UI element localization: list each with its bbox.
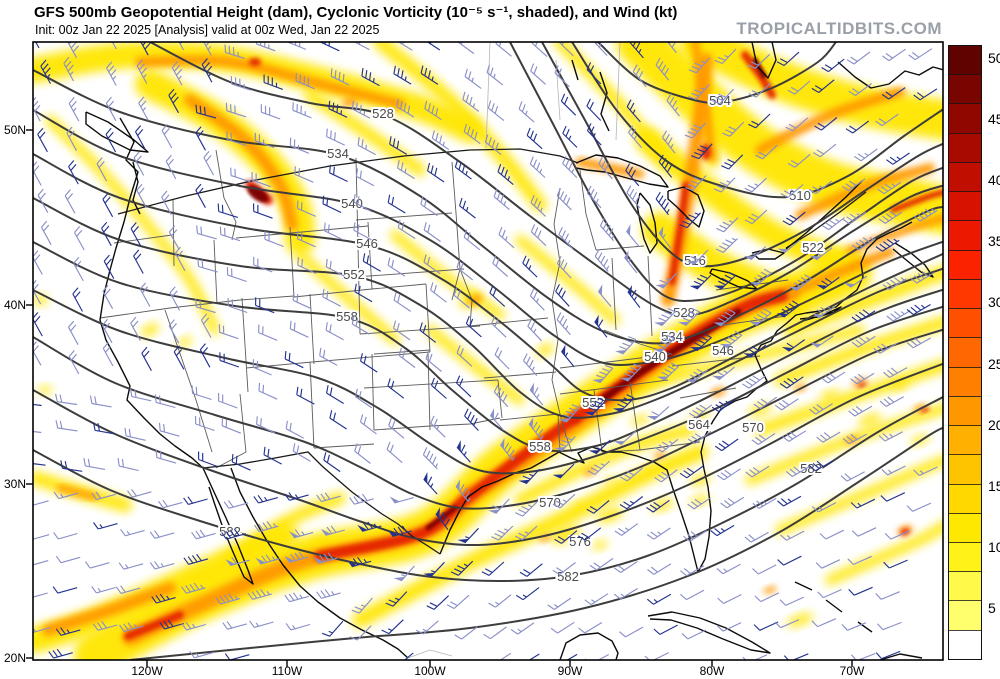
svg-text:540: 540 (341, 196, 363, 211)
colorbar-segment (949, 249, 981, 279)
lat-tick-label: 20N (4, 651, 27, 665)
colorbar-segment (949, 512, 981, 542)
svg-text:552: 552 (343, 267, 365, 282)
colorbar-segment (949, 600, 981, 630)
colorbar-segment (949, 454, 981, 484)
svg-text:558: 558 (336, 309, 358, 324)
svg-text:570: 570 (742, 420, 764, 435)
svg-text:582: 582 (557, 569, 579, 584)
colorbar-segment (949, 395, 981, 426)
chart-title: GFS 500mb Geopotential Height (dam), Cyc… (34, 4, 678, 21)
lon-tick-label: 110W (271, 664, 303, 678)
init-valid-line: Init: 00z Jan 22 2025 [Analysis] valid a… (35, 23, 380, 37)
colorbar-tick-label: 5 (988, 600, 996, 616)
svg-text:528: 528 (372, 106, 394, 121)
colorbar-tick-label: 25 (988, 356, 1000, 372)
lon-tick-label: 80W (699, 664, 725, 678)
colorbar-segment (949, 541, 981, 572)
svg-text:564: 564 (688, 417, 710, 432)
svg-text:540: 540 (644, 349, 666, 364)
colorbar-tick-label: 15 (988, 478, 1000, 494)
colorbar-tick-label: 35 (988, 233, 1000, 249)
lat-tick-label: 50N (4, 123, 27, 137)
colorbar-tick-label: 30 (988, 294, 1000, 310)
colorbar-segment (949, 366, 981, 396)
svg-text:534: 534 (327, 146, 349, 161)
colorbar-tick-label: 20 (988, 417, 1000, 433)
colorbar-segment (949, 220, 981, 250)
lon-tick-label: 90W (557, 664, 583, 678)
svg-text:582: 582 (800, 461, 822, 476)
colorbar-segment (949, 191, 981, 221)
colorbar-segment (949, 132, 981, 162)
site-watermark: TROPICALTIDBITS.COM (736, 19, 942, 38)
svg-text:522: 522 (802, 240, 824, 255)
svg-text:534: 534 (661, 329, 683, 344)
colorbar-tick-label: 45 (988, 111, 1000, 127)
colorbar-segment (949, 425, 981, 455)
colorbar-segment (949, 46, 981, 75)
colorbar-segment (949, 161, 981, 192)
colorbar-segment (949, 308, 981, 338)
svg-text:558: 558 (529, 439, 551, 454)
lon-tick-label: 100W (414, 664, 446, 678)
svg-text:516: 516 (684, 253, 706, 268)
lon-tick-label: 70W (839, 664, 865, 678)
colorbar-segment (949, 74, 981, 104)
colorbar-segment (949, 571, 981, 601)
colorbar-segment (949, 337, 981, 367)
colorbar-segment (949, 103, 981, 133)
svg-text:552: 552 (582, 395, 604, 410)
vorticity-colorbar (948, 45, 982, 660)
lat-tick-label: 30N (4, 477, 27, 491)
colorbar-tick-label: 10 (988, 539, 1000, 555)
colorbar-tick-label: 40 (988, 172, 1000, 188)
colorbar-segment (949, 629, 981, 659)
colorbar-tick-label: 50 (988, 50, 1000, 66)
svg-text:546: 546 (356, 236, 378, 251)
colorbar-segment (949, 483, 981, 513)
svg-text:570: 570 (539, 495, 561, 510)
lat-tick-label: 40N (4, 298, 27, 312)
lon-tick-label: 120W (131, 664, 163, 678)
colorbar-segment (949, 278, 981, 309)
